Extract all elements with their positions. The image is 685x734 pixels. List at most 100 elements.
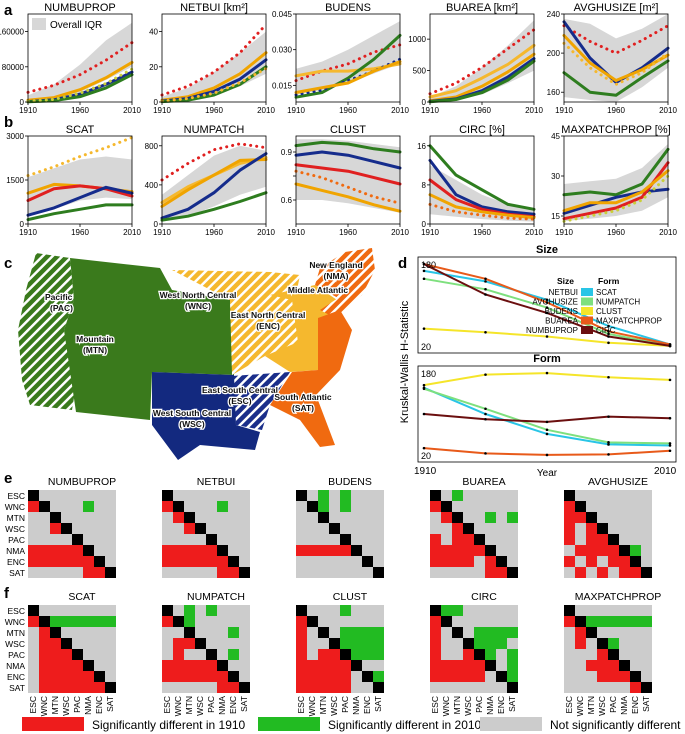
map-region-wsc: [152, 372, 260, 460]
matrix-cell: [463, 501, 474, 512]
kw-legend-form-numpatch: NUMPATCH: [596, 298, 640, 307]
matrix-cell: [105, 545, 116, 556]
matrix-cell: [105, 556, 116, 567]
matrix-cell: [28, 534, 39, 545]
matrix-cell: [239, 605, 250, 616]
matrix-cell: [28, 682, 39, 693]
matrix-cell: [61, 556, 72, 567]
matrix-cell: [641, 649, 652, 660]
kw-point: [607, 415, 610, 418]
series-nma: [26, 184, 134, 202]
matrix-cell: [28, 523, 39, 534]
matrix-cell: [586, 649, 597, 660]
matrix-cell: [564, 627, 575, 638]
series-wsc: [294, 150, 402, 170]
series-nma: [562, 24, 670, 55]
kw-legend-size-numbuprop: NUMBUPROP: [526, 326, 578, 335]
matrix-cell: [72, 490, 83, 501]
kw-point: [422, 277, 426, 281]
matrix-cell: [608, 501, 619, 512]
matrix-cell: [50, 660, 61, 671]
kw-xtick-start: 1910: [414, 466, 437, 477]
row-label: NMA: [6, 661, 25, 671]
matrix-cell: [452, 616, 463, 627]
matrix-cell: [507, 512, 518, 523]
matrix-title: NETBUI: [197, 476, 236, 488]
panel-letters: a b c d e f: [4, 2, 407, 602]
matrix-cell: [94, 671, 105, 682]
matrix-cell: [318, 649, 329, 660]
matrix-cell: [61, 682, 72, 693]
matrix-cell: [39, 490, 50, 501]
matrix-cell: [463, 671, 474, 682]
matrix-cell: [507, 627, 518, 638]
matrix-cell: [61, 501, 72, 512]
matrix-cell: [430, 671, 441, 682]
y-tick-label: 0.030: [272, 46, 293, 55]
y-tick-label: 0.015: [272, 81, 293, 90]
chart-title: MAXPATCHPROP [%]: [561, 124, 670, 136]
matrix-cell: [39, 545, 50, 556]
matrix-cell: [296, 638, 307, 649]
matrix-cell: [296, 490, 307, 501]
matrix-cell: [206, 545, 217, 556]
matrix-cell: [239, 627, 250, 638]
matrix-cell: [28, 605, 39, 616]
matrix-cell: [94, 534, 105, 545]
matrix-cell: [217, 556, 228, 567]
matrix-cell: [296, 649, 307, 660]
map-label-abbr-esc: (ESC): [228, 396, 251, 406]
matrix-cell: [340, 671, 351, 682]
matrix-cell: [586, 660, 597, 671]
matrix-cell: [463, 545, 474, 556]
matrix-cell: [441, 523, 452, 534]
col-label: SAT: [641, 696, 651, 712]
matrix-cell: [351, 490, 362, 501]
matrix-cell: [72, 671, 83, 682]
panel-letter-e: e: [4, 470, 12, 487]
matrix-cell: [430, 638, 441, 649]
matrix-cell: [105, 534, 116, 545]
matrix-cell: [329, 660, 340, 671]
matrix-cell: [173, 556, 184, 567]
matrix-cell: [597, 671, 608, 682]
matrix-cell: [228, 671, 239, 682]
matrix-cell: [452, 660, 463, 671]
series-nma: [160, 23, 268, 97]
matrix-cell: [362, 682, 373, 693]
matrix-cell: [619, 627, 630, 638]
matrix-cell: [296, 523, 307, 534]
matrix-cell: [641, 682, 652, 693]
matrix-cell: [173, 638, 184, 649]
matrix-cell: [329, 682, 340, 693]
matrix-cell: [430, 490, 441, 501]
matrix-cell: [351, 501, 362, 512]
matrix-cell: [307, 660, 318, 671]
y-tick-label: 0.045: [272, 10, 293, 19]
matrix-cell: [329, 649, 340, 660]
matrix-cell: [452, 490, 463, 501]
matrix-cell: [162, 627, 173, 638]
matrix-cell: [608, 490, 619, 501]
matrix-cell: [318, 545, 329, 556]
matrix-cell: [206, 534, 217, 545]
matrix-cell: [296, 501, 307, 512]
matrix-cell: [463, 556, 474, 567]
matrix-cell: [463, 682, 474, 693]
matrix-cell: [507, 605, 518, 616]
matrix-cell: [83, 649, 94, 660]
matrix-cell: [507, 649, 518, 660]
y-tick-label: 240: [547, 10, 561, 19]
matrix-cell: [39, 501, 50, 512]
matrix-cell: [430, 501, 441, 512]
map-labels: Pacific(PAC) Mountain(MTN) West North Cent…: [44, 259, 364, 431]
matrix-cell: [507, 545, 518, 556]
matrix-cell: [228, 556, 239, 567]
series-wsc: [562, 20, 670, 84]
kw-point: [607, 332, 610, 336]
series-sat: [294, 169, 402, 205]
kw-point: [668, 444, 672, 447]
col-label: WNC: [441, 696, 451, 716]
col-label: PAC: [474, 696, 484, 713]
